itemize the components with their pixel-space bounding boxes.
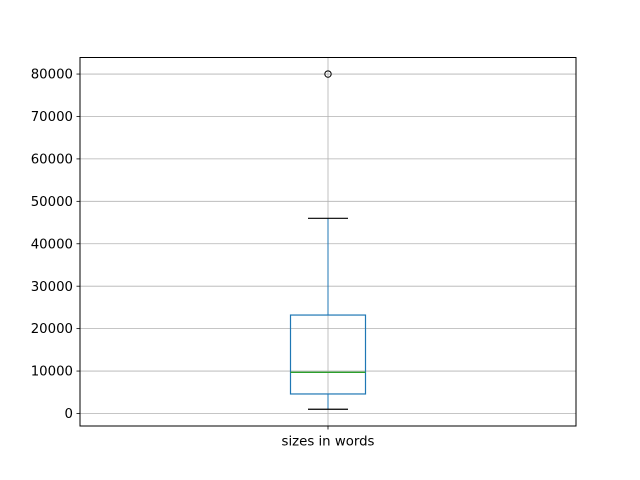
y-tick-label: 40000 <box>31 237 73 252</box>
outlier-marker <box>324 70 332 78</box>
boxplot-layer <box>289 70 367 410</box>
y-tick-label: 70000 <box>31 110 73 125</box>
tick-layer: 0 10000 20000 30000 40000 50000 60000 70000 8000… <box>31 68 329 430</box>
y-tick-label: 0 <box>65 407 73 422</box>
y-tick-label: 20000 <box>31 322 73 337</box>
iqr-box <box>289 314 367 395</box>
y-tick-label: 60000 <box>31 153 73 168</box>
x-axis-label: sizes in words <box>282 435 375 450</box>
axes-frame <box>79 57 577 427</box>
y-tick-label: 80000 <box>31 68 73 83</box>
y-tick-label: 30000 <box>31 280 73 295</box>
y-tick-label: 10000 <box>31 365 73 380</box>
plot-border <box>79 57 577 427</box>
y-tick-label: 50000 <box>31 195 73 210</box>
